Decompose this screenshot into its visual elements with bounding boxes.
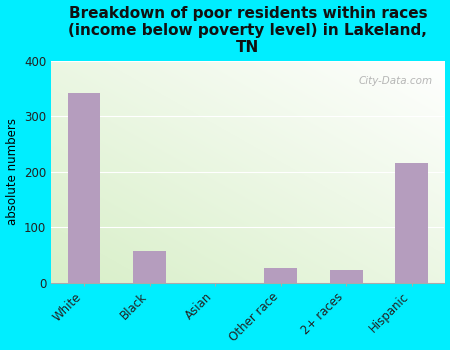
Bar — [395, 163, 428, 283]
Bar — [330, 270, 363, 283]
Bar — [133, 251, 166, 283]
Y-axis label: absolute numbers: absolute numbers — [5, 118, 18, 225]
Title: Breakdown of poor residents within races
(income below poverty level) in Lakelan: Breakdown of poor residents within races… — [68, 6, 427, 55]
Text: City-Data.com: City-Data.com — [359, 76, 432, 86]
Bar — [68, 93, 100, 283]
Bar — [264, 268, 297, 283]
